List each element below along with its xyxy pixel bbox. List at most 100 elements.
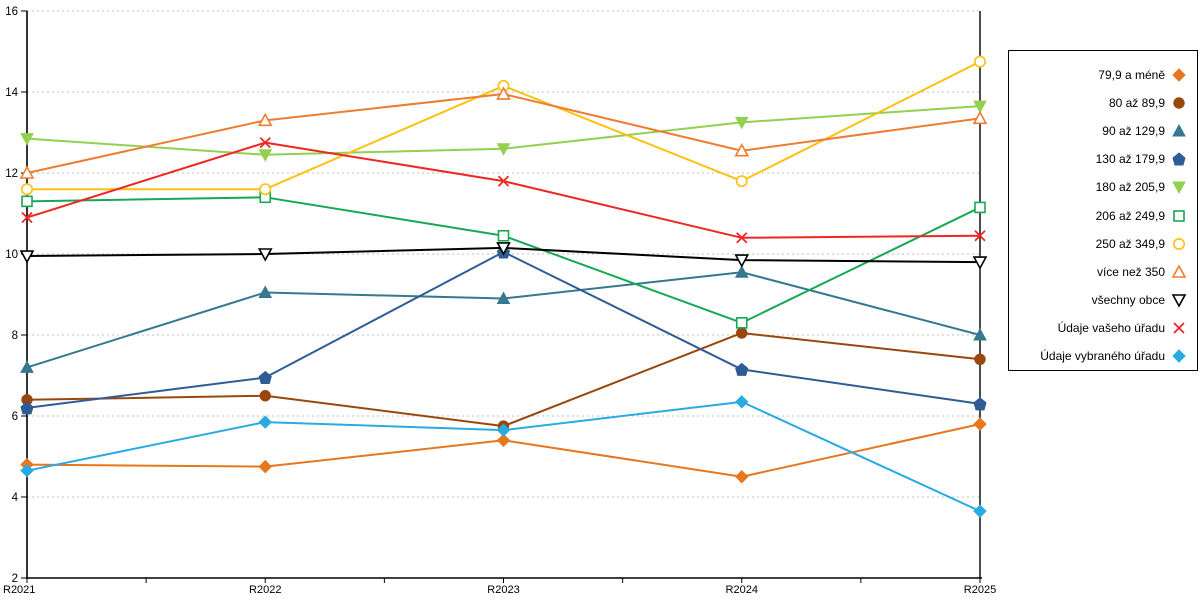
legend-label: 180 až 205,9 — [1095, 180, 1165, 195]
x-axis-label: R2023 — [487, 584, 519, 596]
marker-triangle-down — [20, 133, 34, 146]
marker-diamond — [973, 417, 987, 431]
marker-square — [974, 201, 986, 214]
marker-square — [1173, 209, 1185, 222]
marker-triangle-down — [734, 116, 749, 130]
marker-pentagon — [1172, 152, 1186, 166]
y-axis-label: 2 — [12, 573, 18, 585]
marker-circle — [1173, 237, 1185, 250]
marker-triangle-down — [257, 248, 273, 262]
legend-item-0: 79,9 a méně — [1013, 61, 1187, 89]
marker-triangle-up — [1171, 264, 1187, 278]
marker-pentagon — [258, 370, 272, 385]
marker-triangle-down — [972, 256, 988, 270]
marker-circle — [735, 175, 748, 188]
legend-marker-icon — [1172, 181, 1186, 195]
legend-item-3: 130 až 179,9 — [1013, 145, 1187, 173]
marker-circle — [973, 55, 986, 68]
marker-pentagon — [20, 401, 34, 415]
x-axis-label: R2024 — [726, 584, 758, 596]
legend-marker-icon — [1172, 152, 1186, 166]
y-axis-label: 8 — [12, 330, 18, 342]
series-line-1 — [26, 331, 981, 428]
marker-triangle-down — [258, 149, 273, 162]
marker-pentagon — [973, 397, 987, 411]
marker-triangle-up — [258, 285, 273, 298]
legend-item-8: všechny obce — [1013, 286, 1187, 314]
legend-item-4: 180 až 205,9 — [1013, 173, 1187, 201]
marker-triangle-down — [19, 250, 35, 264]
marker-triangle-up — [1172, 124, 1186, 137]
marker-pentagon — [735, 362, 749, 376]
legend-marker-icon — [1172, 68, 1186, 82]
series-line-3 — [26, 250, 981, 409]
legend-label: více než 350 — [1096, 264, 1165, 279]
marker-circle — [259, 390, 271, 402]
legend-label: 90 až 129,9 — [1102, 124, 1165, 139]
y-axis-label: 4 — [12, 492, 19, 504]
marker-triangle-up — [496, 86, 511, 100]
marker-diamond — [735, 470, 749, 484]
marker-triangle-up — [734, 265, 749, 278]
legend-label: 79,9 a méně — [1098, 68, 1165, 83]
marker-triangle-down — [973, 100, 987, 114]
marker-x — [736, 232, 748, 244]
series-line-9 — [26, 141, 981, 239]
marker-square — [497, 229, 510, 242]
legend-item-1: 80 až 89,9 — [1013, 89, 1187, 117]
x-axis-label: R2021 — [3, 584, 35, 596]
x-axis-label: R2025 — [964, 584, 996, 596]
marker-square — [21, 195, 33, 208]
marker-circle — [974, 353, 986, 365]
legend-marker-icon — [1172, 349, 1186, 363]
marker-x — [974, 230, 986, 242]
legend-label: 206 až 249,9 — [1095, 208, 1165, 223]
legend-label: všechny obce — [1091, 292, 1165, 307]
legend-marker-icon — [1172, 124, 1186, 137]
legend: 79,9 a méně 80 až 89,9 90 až 129,9 130 až 1… — [1008, 50, 1198, 371]
x-axis-label: R2022 — [249, 584, 281, 596]
legend-marker-icon — [1171, 293, 1187, 308]
marker-diamond — [20, 463, 34, 478]
series-line-2 — [26, 271, 981, 369]
legend-label: Údaje vybraného úřadu — [1040, 348, 1165, 363]
marker-circle — [736, 327, 748, 339]
marker-triangle-down — [496, 143, 511, 156]
legend-marker-icon — [1173, 97, 1185, 109]
marker-triangle-up — [19, 165, 35, 179]
legend-item-10: Údaje vybraného úřadu — [1013, 342, 1187, 370]
marker-circle — [1173, 97, 1185, 109]
legend-marker-icon — [1173, 322, 1185, 334]
y-axis-label: 6 — [12, 411, 18, 423]
marker-diamond — [735, 395, 749, 409]
marker-circle — [259, 183, 272, 196]
y-axis-label: 14 — [5, 87, 18, 99]
marker-triangle-up — [734, 143, 750, 157]
legend-marker-icon — [1171, 264, 1187, 278]
marker-x — [1173, 322, 1185, 334]
marker-x — [259, 136, 271, 149]
marker-triangle-up — [257, 112, 273, 127]
legend-marker-icon — [1173, 209, 1185, 222]
marker-diamond — [258, 459, 272, 474]
marker-triangle-down — [1172, 181, 1186, 195]
legend-label: Údaje vašeho úřadu — [1057, 320, 1165, 335]
legend-label: 80 až 89,9 — [1108, 96, 1165, 111]
legend-item-7: více než 350 — [1013, 258, 1187, 286]
marker-triangle-down — [496, 242, 511, 256]
legend-marker-icon — [1173, 237, 1185, 250]
legend-label: 250 až 349,9 — [1095, 236, 1165, 251]
marker-diamond — [973, 504, 987, 518]
marker-square — [735, 317, 748, 329]
marker-triangle-down — [1171, 293, 1187, 308]
marker-triangle-down — [734, 254, 750, 268]
y-axis-label: 12 — [5, 168, 18, 180]
marker-triangle-up — [972, 110, 988, 125]
marker-diamond — [1172, 349, 1186, 363]
marker-diamond — [496, 423, 511, 437]
marker-diamond — [258, 415, 272, 429]
legend-item-2: 90 až 129,9 — [1013, 117, 1187, 145]
marker-diamond — [496, 433, 511, 448]
